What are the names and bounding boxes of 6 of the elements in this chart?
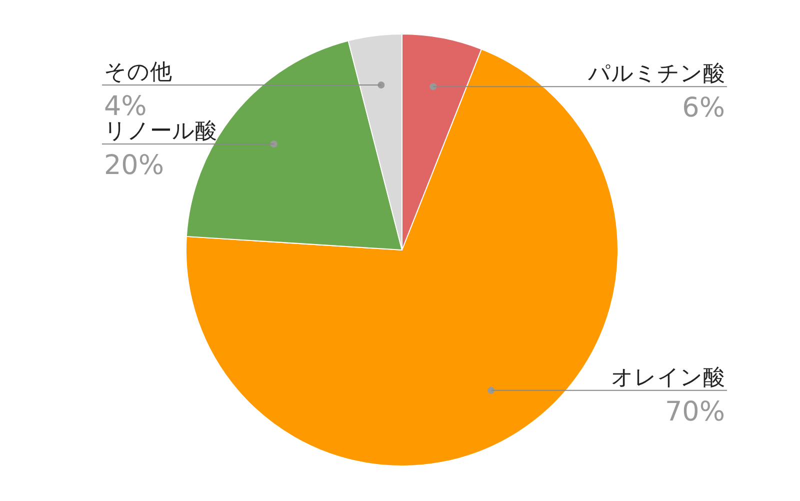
data-label: 70% bbox=[664, 396, 725, 428]
slice-label: オレイン酸 bbox=[611, 365, 725, 390]
slice-label: パルミチン酸 bbox=[587, 62, 725, 87]
data-label: 20% bbox=[104, 150, 164, 181]
slice-label: その他 bbox=[104, 60, 172, 85]
data-label: 6% bbox=[682, 92, 725, 124]
